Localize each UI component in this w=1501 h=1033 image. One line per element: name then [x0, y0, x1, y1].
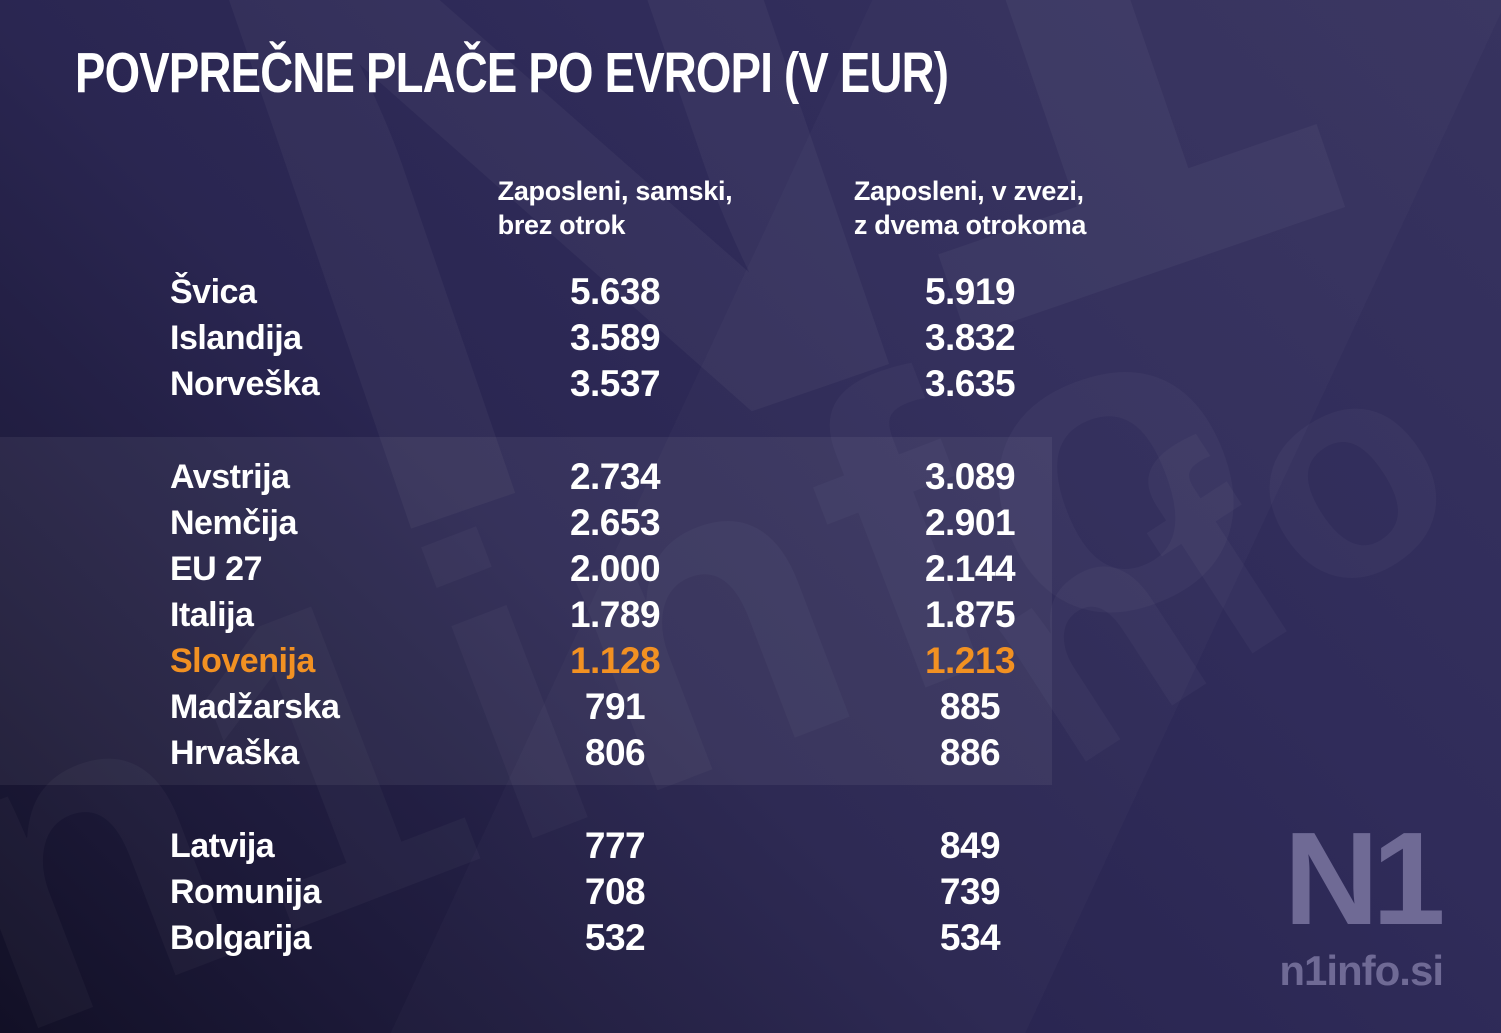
value-single: 5.638	[569, 271, 661, 312]
value-family: 2.901	[924, 502, 1016, 543]
column-header-single: Zaposleni, samski, brez otrok	[430, 174, 800, 242]
table-row: Bolgarija 532 534	[0, 915, 1501, 961]
country-label: Avstrija	[170, 457, 290, 496]
value-single: 2.000	[569, 548, 661, 589]
country-label: EU 27	[170, 549, 263, 588]
value-single: 777	[584, 825, 646, 866]
page-title: POVPREČNE PLAČE PO EVROPI (V EUR)	[75, 41, 949, 105]
country-label: Latvija	[170, 826, 275, 865]
table-row: Romunija 708 739	[0, 869, 1501, 915]
value-single: 1.789	[569, 594, 661, 635]
table-row: Avstrija 2.734 3.089	[0, 454, 1501, 500]
value-single: 3.589	[569, 317, 661, 358]
country-label: Slovenija	[170, 641, 315, 680]
value-single: 791	[584, 686, 646, 727]
column-header-family-line1: Zaposleni, v zvezi,	[853, 176, 1084, 206]
table-row: Islandija 3.589 3.832	[0, 315, 1501, 361]
column-headers: Zaposleni, samski, brez otrok Zaposleni,…	[0, 174, 1501, 242]
site-url: n1info.si	[1279, 947, 1444, 994]
country-label: Islandija	[170, 318, 302, 357]
table-row: Hrvaška 806 886	[0, 730, 1501, 776]
highlight-band	[0, 437, 1052, 785]
value-family: 1.213	[924, 640, 1016, 681]
value-family: 885	[939, 686, 1001, 727]
brand-block: N1 n1info.si	[1279, 804, 1446, 995]
country-label: Madžarska	[170, 687, 340, 726]
table-row: Norveška 3.537 3.635	[0, 361, 1501, 407]
table-row-highlighted: Slovenija 1.128 1.213	[0, 638, 1501, 684]
table-row: Švica 5.638 5.919	[0, 269, 1501, 315]
country-label: Norveška	[170, 364, 320, 403]
value-single: 1.128	[569, 640, 661, 681]
country-label: Švica	[170, 272, 257, 311]
country-label: Nemčija	[170, 503, 297, 542]
value-single: 3.537	[569, 363, 661, 404]
value-single: 806	[584, 732, 646, 773]
value-family: 739	[939, 871, 1001, 912]
country-label: Hrvaška	[170, 733, 299, 772]
value-family: 886	[939, 732, 1001, 773]
country-label: Italija	[170, 595, 254, 634]
column-header-family: Zaposleni, v zvezi, z dvema otrokoma	[800, 174, 1140, 242]
column-header-family-line2: z dvema otrokoma	[853, 210, 1087, 240]
value-family: 3.832	[924, 317, 1016, 358]
n1-logo: N1	[1283, 804, 1446, 952]
value-single: 2.734	[569, 456, 661, 497]
table-row: Madžarska 791 885	[0, 684, 1501, 730]
value-single: 708	[584, 871, 646, 912]
column-header-single-line1: Zaposleni, samski,	[497, 176, 733, 206]
table-group-top: Švica 5.638 5.919 Islandija 3.589 3.832 …	[0, 269, 1501, 407]
value-family: 1.875	[924, 594, 1016, 635]
value-family: 534	[939, 917, 1001, 958]
value-family: 3.089	[924, 456, 1016, 497]
table-row: EU 27 2.000 2.144	[0, 546, 1501, 592]
value-single: 2.653	[569, 502, 661, 543]
table-row: Latvija 777 849	[0, 823, 1501, 869]
table-row: Italija 1.789 1.875	[0, 592, 1501, 638]
value-family: 5.919	[924, 271, 1016, 312]
column-header-single-line2: brez otrok	[497, 210, 626, 240]
value-single: 532	[584, 917, 646, 958]
country-label: Bolgarija	[170, 918, 311, 957]
value-family: 849	[939, 825, 1001, 866]
value-family: 2.144	[924, 548, 1016, 589]
value-family: 3.635	[924, 363, 1016, 404]
table-group-middle: Avstrija 2.734 3.089 Nemčija 2.653 2.901…	[0, 454, 1501, 776]
country-label: Romunija	[170, 872, 321, 911]
table-group-bottom: Latvija 777 849 Romunija 708 739 Bolgari…	[0, 823, 1501, 961]
table-row: Nemčija 2.653 2.901	[0, 500, 1501, 546]
